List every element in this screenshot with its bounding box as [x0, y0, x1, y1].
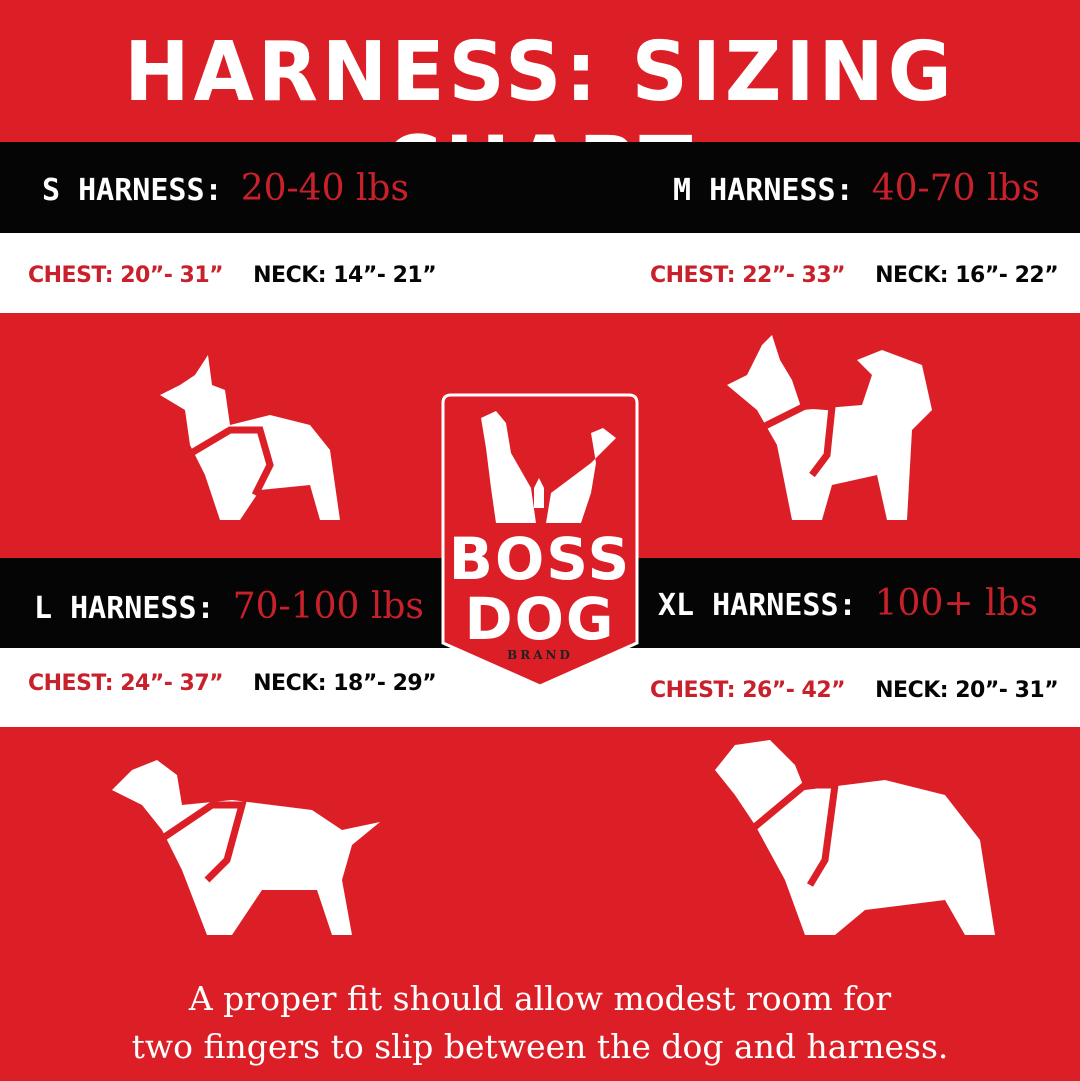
retriever-with-harness-icon: [112, 760, 380, 935]
logo-wordmark-boss: BOSS: [448, 525, 632, 593]
size-l-weight: 70-100 lbs: [232, 586, 424, 627]
size-s-measurements: CHEST: 20”- 31” NECK: 14”- 21”: [28, 263, 437, 288]
fit-note: A proper fit should allow modest room fo…: [131, 979, 949, 1066]
size-m-measurements: CHEST: 22”- 33” NECK: 16”- 22”: [650, 263, 1059, 288]
size-xl-header: XL HARNESS: 100+ lbs: [657, 583, 1038, 624]
title-band: [0, 0, 1080, 142]
size-xl-weight: 100+ lbs: [874, 583, 1038, 624]
husky-with-harness-icon: [727, 335, 932, 520]
boss-dog-logo: BOSS DOG BRAND: [441, 393, 639, 688]
logo-shield-icon: [441, 393, 639, 688]
size-l-header: L HARNESS: 70-100 lbs: [34, 586, 424, 627]
size-xl-measurements: CHEST: 26”- 42” NECK: 20”- 31”: [650, 678, 1059, 703]
size-m-weight: 40-70 lbs: [871, 168, 1040, 209]
row1-header-band: [0, 142, 1080, 233]
size-m-header: M HARNESS: 40-70 lbs: [673, 168, 1040, 209]
size-s-header: S HARNESS: 20-40 lbs: [42, 168, 409, 209]
size-l-measurements: CHEST: 24”- 37” NECK: 18”- 29”: [28, 671, 437, 696]
corgi-with-harness-icon: [160, 355, 340, 520]
row1-measure-band: [0, 233, 1080, 313]
size-s-weight: 20-40 lbs: [240, 168, 409, 209]
newfoundland-with-harness-icon: [715, 740, 995, 935]
logo-wordmark-dog: DOG: [464, 585, 616, 653]
logo-brand-text: BRAND: [507, 648, 573, 662]
